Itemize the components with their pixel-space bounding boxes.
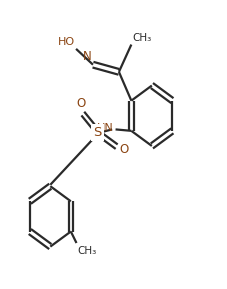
Text: CH₃: CH₃ (133, 33, 152, 43)
Text: S: S (93, 126, 102, 139)
Text: N: N (83, 50, 92, 63)
Text: CH₃: CH₃ (78, 246, 97, 256)
Text: HN: HN (96, 123, 113, 133)
Text: O: O (120, 143, 129, 156)
Text: O: O (76, 97, 85, 110)
Text: HO: HO (58, 38, 75, 47)
